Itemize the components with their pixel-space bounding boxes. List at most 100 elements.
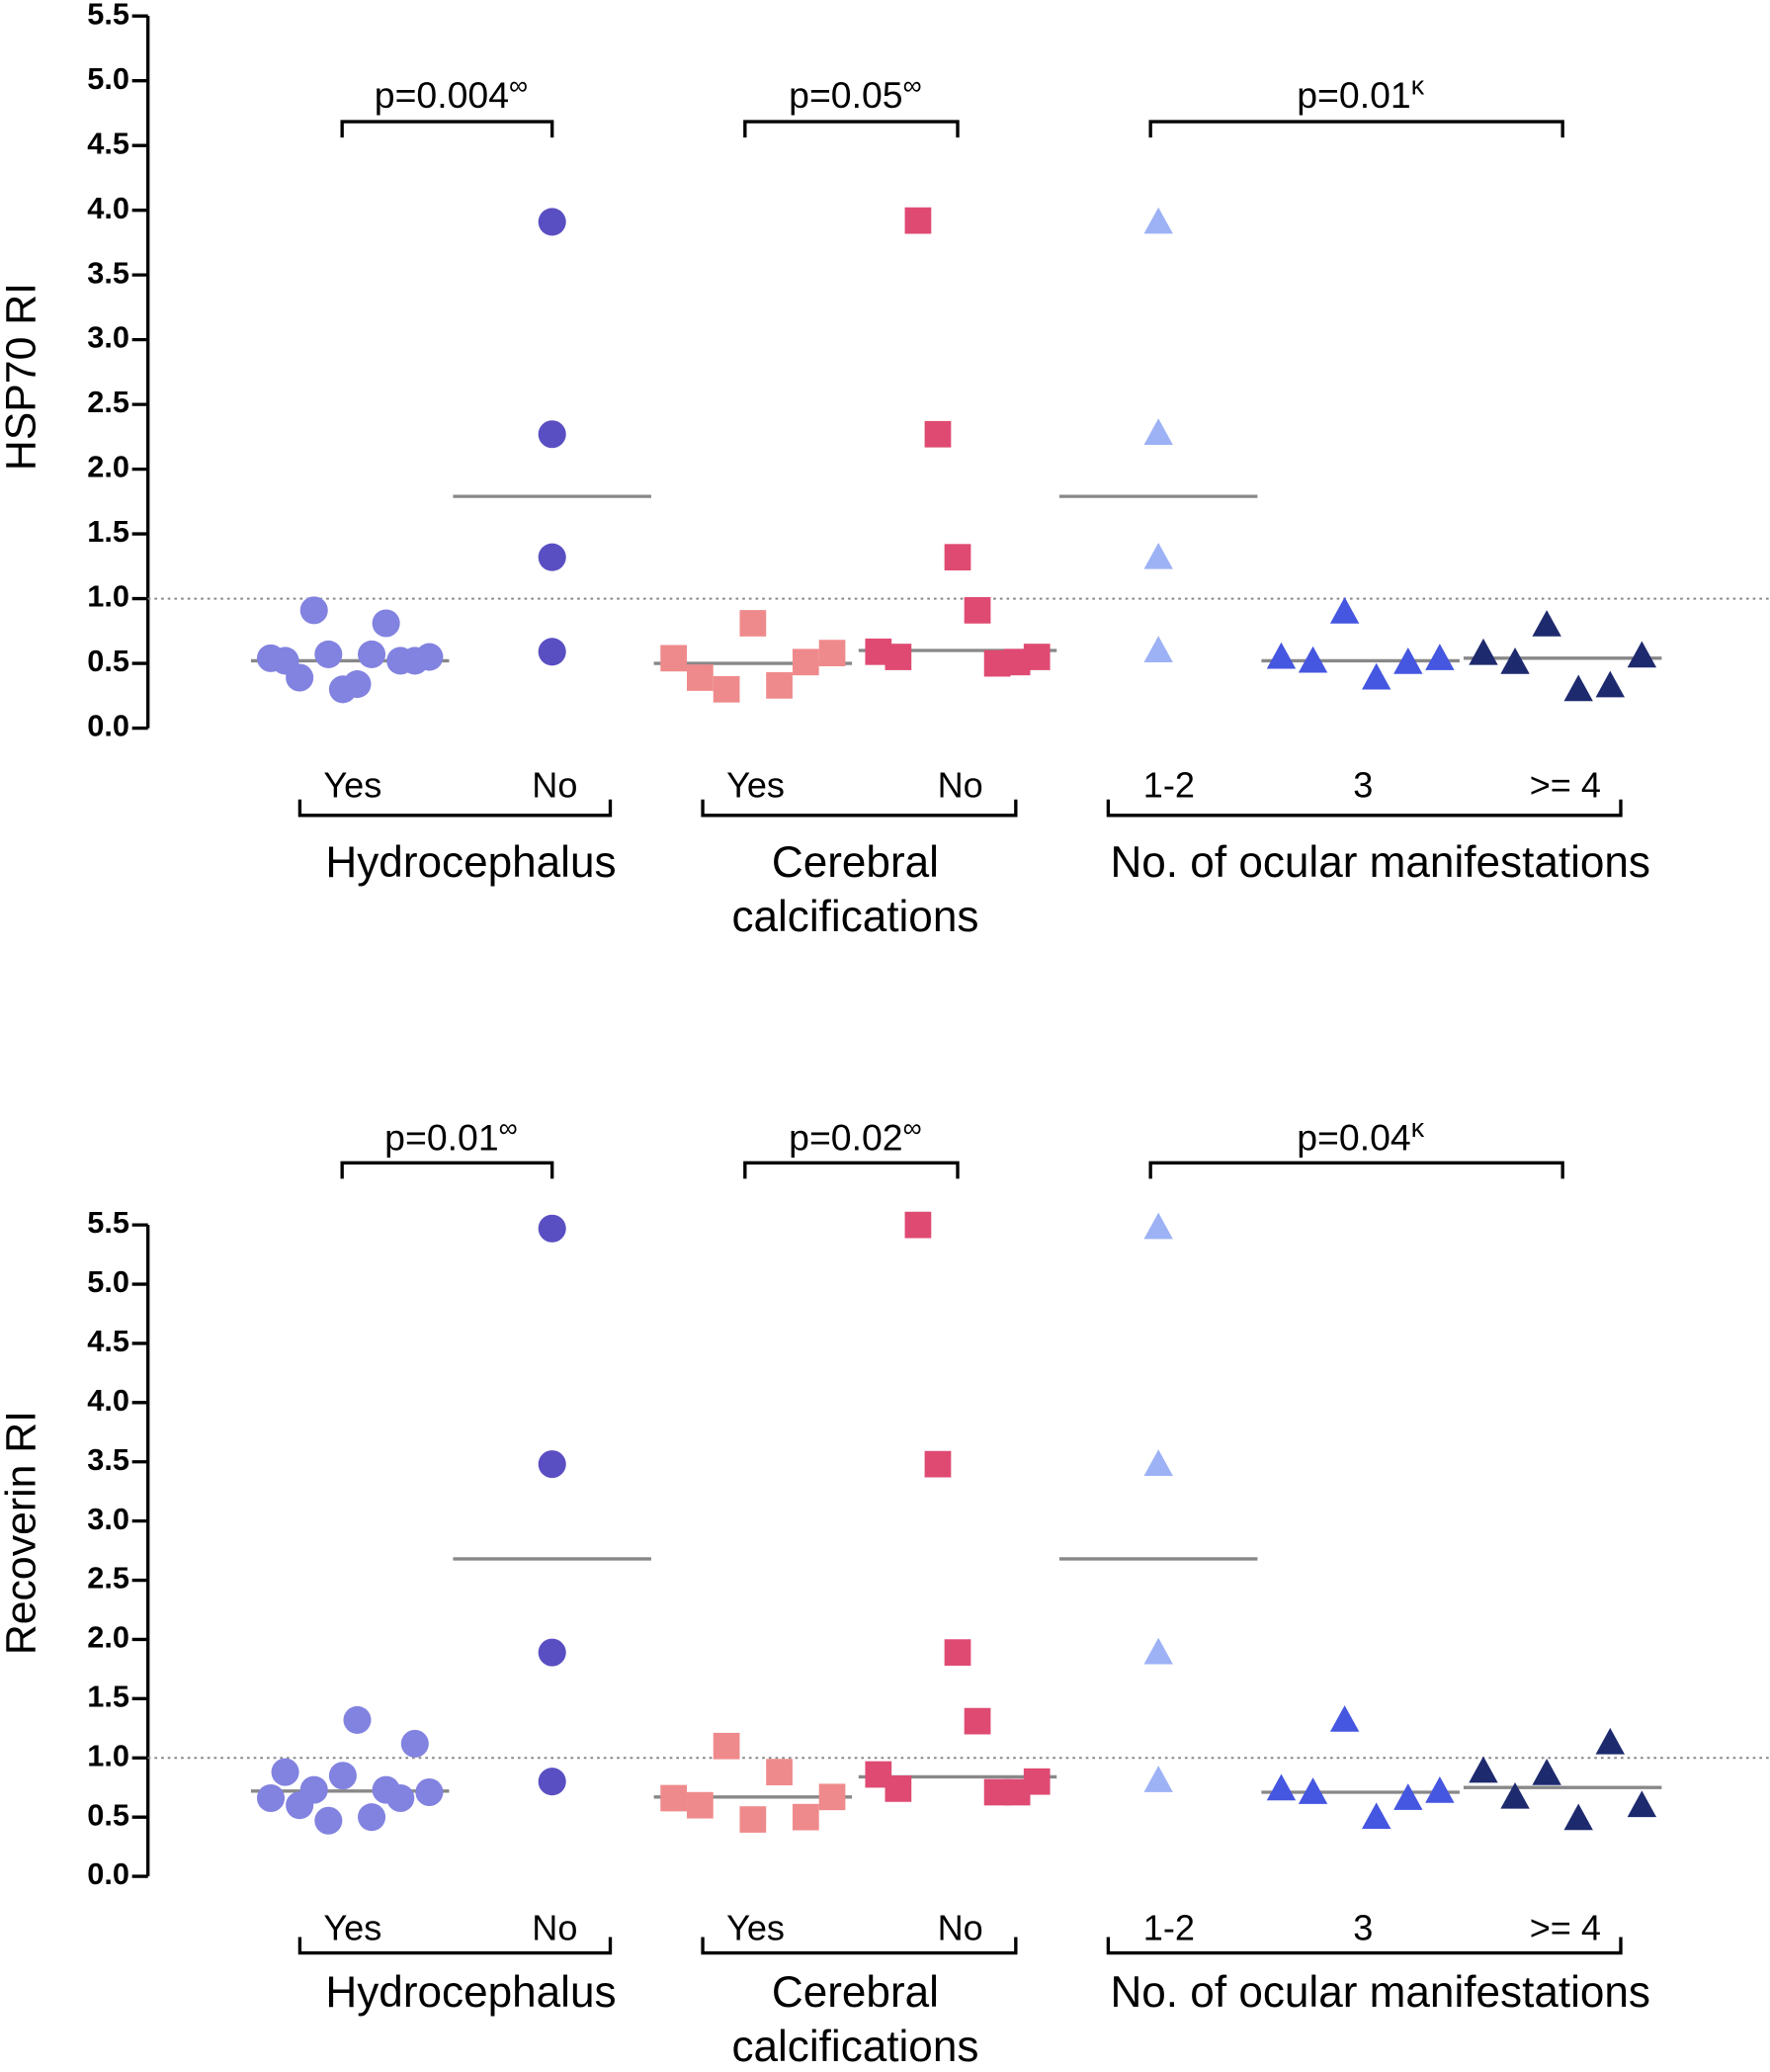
group-label: No. of ocular manifestations [1110, 1968, 1650, 2017]
comparison-bracket [340, 120, 554, 138]
data-point [343, 670, 372, 699]
p-value-text: p=0.05 [789, 74, 902, 116]
data-point [1393, 648, 1423, 674]
p-value-text: p=0.04 [1297, 1116, 1410, 1158]
data-point [739, 1806, 767, 1833]
data-point [314, 1806, 343, 1835]
data-point [1469, 638, 1498, 665]
category-label: No [938, 764, 983, 805]
group-label: calcifications [731, 2023, 978, 2071]
data-point [358, 1803, 386, 1832]
y-tick-label: 1.0 [87, 1738, 129, 1772]
data-point [538, 1214, 566, 1243]
category-label: 3 [1353, 764, 1373, 805]
data-point [1500, 648, 1530, 674]
y-tick-label: 3.0 [87, 1502, 129, 1536]
y-tick-label: 1.5 [87, 514, 129, 549]
data-point [687, 1791, 714, 1819]
data-point [792, 1803, 819, 1831]
data-point [885, 644, 912, 670]
category-label: >= 4 [1530, 764, 1601, 805]
data-point [1532, 1758, 1561, 1785]
category-label: Yes [323, 764, 381, 805]
data-point [766, 1759, 793, 1785]
data-point [1023, 1768, 1051, 1795]
data-point [1425, 1775, 1455, 1803]
data-point [739, 610, 767, 637]
data-point [372, 609, 400, 638]
data-point [314, 640, 343, 668]
data-point [1595, 670, 1625, 698]
p-value: p=0.04κ [1297, 1113, 1424, 1159]
y-tick-label: 5.0 [87, 61, 129, 96]
group-bracket [701, 1937, 1018, 1955]
y-tick-label: 2.0 [87, 450, 129, 484]
data-point [1469, 1756, 1498, 1783]
data-point [1298, 1777, 1328, 1804]
data-point [1362, 1802, 1391, 1830]
y-axis-label: HSP70 RI [0, 283, 44, 471]
comparison-bracket [743, 1161, 960, 1179]
p-value: p=0.05∞ [789, 70, 922, 116]
data-point [256, 1783, 286, 1813]
group-bracket [297, 799, 613, 818]
y-tick-label: 1.5 [87, 1679, 129, 1713]
data-point [1532, 610, 1561, 637]
y-tick-label: 5.0 [87, 1264, 129, 1299]
data-point [1143, 1449, 1173, 1477]
y-tick-label: 0.5 [87, 1797, 129, 1832]
data-point [904, 1211, 932, 1239]
data-point [1143, 1766, 1173, 1792]
data-point [1425, 644, 1455, 670]
category-label: Yes [323, 1907, 381, 1947]
y-tick-label: 2.5 [87, 385, 129, 419]
data-point [924, 420, 952, 448]
p-value-symbol: ∞ [903, 70, 922, 100]
y-tick-label: 0.0 [87, 709, 129, 743]
y-tick-label: 5.5 [87, 0, 129, 31]
category-label: Yes [726, 764, 785, 805]
data-point [1329, 596, 1360, 624]
category-label: 1-2 [1143, 764, 1195, 805]
data-point [1329, 1705, 1360, 1732]
data-point [1627, 1790, 1657, 1818]
data-point [400, 1729, 429, 1758]
data-point [1563, 674, 1593, 702]
data-point [1362, 662, 1391, 690]
data-point [538, 543, 566, 571]
y-axis-label: Recoverin RI [0, 1411, 44, 1655]
p-value-symbol: κ [1411, 70, 1425, 100]
data-point [660, 1784, 688, 1812]
data-point [1266, 642, 1297, 669]
data-point [415, 1777, 444, 1807]
comparison-bracket [1148, 120, 1564, 138]
group-label: calcifications [731, 893, 978, 941]
data-point [1627, 641, 1657, 668]
data-point [1143, 1637, 1173, 1665]
data-point [766, 671, 793, 699]
y-tick-label: 4.0 [87, 1383, 129, 1418]
group-bracket [297, 1937, 613, 1955]
data-point [1143, 636, 1173, 662]
y-tick-label: 3.0 [87, 320, 129, 355]
category-label: No [938, 1907, 983, 1947]
data-point [415, 643, 444, 671]
data-point [818, 1783, 846, 1811]
category-label: 3 [1353, 1907, 1373, 1947]
y-tick-label: 4.0 [87, 191, 129, 225]
data-point [538, 208, 566, 236]
y-tick-label: 2.5 [87, 1561, 129, 1596]
data-point [924, 1450, 952, 1478]
p-value-symbol: ∞ [499, 1113, 518, 1143]
y-tick-label: 3.5 [87, 255, 129, 290]
y-tick-label: 5.5 [87, 1205, 129, 1240]
data-point [1266, 1773, 1297, 1801]
data-point [944, 1639, 971, 1666]
data-point [1500, 1781, 1530, 1809]
data-point [944, 544, 971, 571]
data-point [964, 597, 991, 624]
data-point [792, 648, 819, 676]
data-point [1143, 542, 1173, 569]
data-point [1143, 1212, 1173, 1240]
p-value-symbol: ∞ [903, 1113, 922, 1143]
